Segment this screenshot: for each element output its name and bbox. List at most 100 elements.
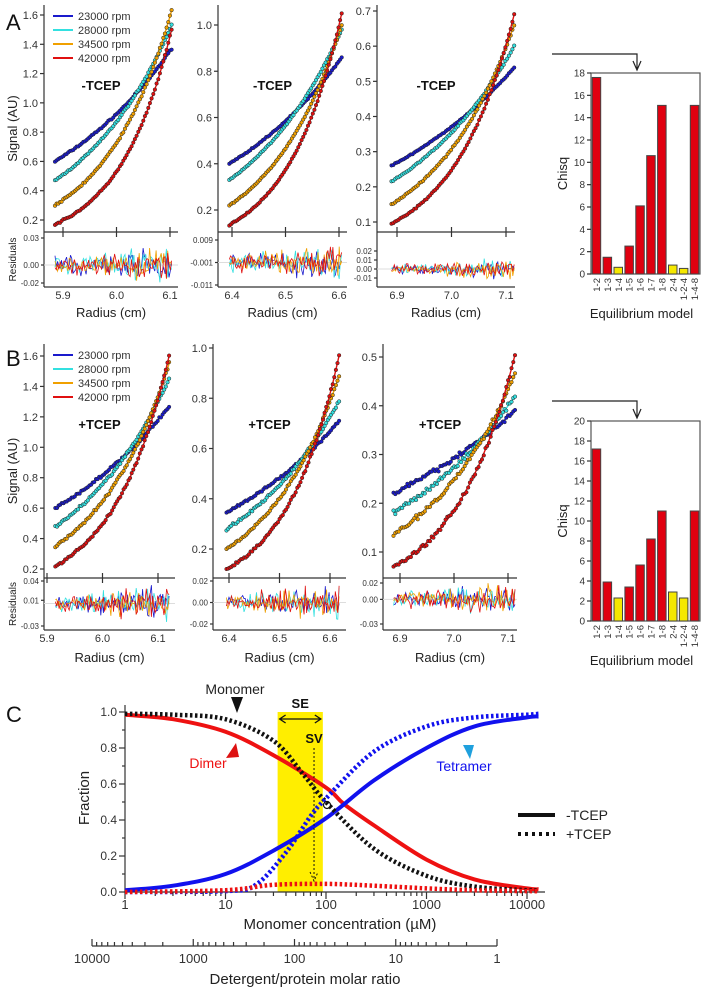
data-point <box>163 384 168 389</box>
category-label: 1-7 <box>646 625 657 639</box>
legend-label: 28000 rpm <box>78 25 131 37</box>
data-point <box>85 498 90 503</box>
y-tick-label: 0.8 <box>23 127 38 139</box>
se-range-arrow <box>278 714 323 724</box>
data-point <box>76 507 81 512</box>
data-point <box>164 34 169 40</box>
y-tick-label: 1.4 <box>23 381 38 393</box>
data-point <box>489 79 494 84</box>
data-point <box>338 18 343 23</box>
data-point <box>124 482 129 487</box>
data-point <box>497 409 502 414</box>
data-point <box>417 547 422 552</box>
x-axis-title: Equilibrium model <box>590 653 693 668</box>
y-tick-label: 0 <box>579 617 585 628</box>
legend-label: 23000 rpm <box>78 350 131 362</box>
data-point <box>131 467 136 472</box>
data-point <box>498 62 503 67</box>
x-tick-label: 6.6 <box>331 290 346 302</box>
data-point <box>111 174 116 179</box>
data-point <box>438 527 443 533</box>
data-point <box>422 509 427 514</box>
condition-label: -TCEP <box>82 78 121 93</box>
curve-dimer--tcep <box>124 712 539 892</box>
y-tick-label: 0.2 <box>356 182 371 194</box>
residual-tick-label: 0.01 <box>23 596 39 605</box>
data-point <box>499 413 504 419</box>
y-tick-label: 0.4 <box>197 159 212 171</box>
data-point <box>468 136 473 141</box>
data-point <box>167 13 172 18</box>
data-point <box>481 436 486 441</box>
y-tick-label: 0.6 <box>23 156 38 168</box>
y-tick-label: 2 <box>579 597 585 608</box>
data-point <box>162 31 167 36</box>
data-point <box>339 11 344 16</box>
data-point <box>117 136 123 141</box>
residual-trace <box>228 246 343 277</box>
bar-1-7 <box>646 538 656 622</box>
data-point <box>463 127 468 132</box>
data-point <box>312 107 317 112</box>
data-point <box>103 518 108 523</box>
data-point <box>508 26 513 31</box>
x-tick-label: 6.9 <box>389 290 404 302</box>
data-point <box>478 114 483 119</box>
curve-dimer-tcep <box>124 881 539 895</box>
y-tick-label: 1.2 <box>23 412 38 424</box>
data-point <box>137 451 142 456</box>
data-point <box>436 469 441 474</box>
y-tick-label: 0.2 <box>197 205 212 217</box>
dimer-pointer-icon <box>226 743 239 758</box>
data-point <box>90 511 95 516</box>
y-tick-label: 10 <box>574 517 586 528</box>
y-tick-label: 0.6 <box>192 444 207 456</box>
residual-tick-label: 0.02 <box>192 577 208 586</box>
data-point <box>312 94 317 99</box>
data-point <box>134 104 139 109</box>
data-point <box>155 398 160 403</box>
data-point <box>118 494 123 500</box>
data-point <box>147 415 152 420</box>
data-point <box>142 85 147 90</box>
data-point <box>454 160 459 166</box>
data-point <box>136 129 141 134</box>
series-42000-rpm <box>53 353 172 620</box>
category-label: 1-2-4 <box>679 278 690 300</box>
data-point <box>136 456 141 461</box>
data-point <box>162 52 167 58</box>
y-tick-label: 0.2 <box>362 498 377 510</box>
data-point <box>310 111 315 116</box>
y-axis-title: Chisq <box>555 157 570 190</box>
x-tick-label: 100 <box>315 897 337 912</box>
y-axis-title: Signal (AU) <box>5 95 20 161</box>
data-point <box>511 375 516 380</box>
bar-1-8 <box>657 510 667 622</box>
residual-trace <box>393 583 516 612</box>
x-tick-label: 7.0 <box>446 633 461 645</box>
data-point <box>422 491 427 496</box>
legend-label: +TCEP <box>566 826 612 842</box>
residual-tick-label: 0.00 <box>192 599 208 608</box>
data-point <box>136 100 141 105</box>
x-axis-title: Radius (cm) <box>244 650 314 665</box>
y-tick-label: 8 <box>579 180 585 191</box>
data-point <box>331 45 336 50</box>
residual-tick-label: 0.009 <box>193 236 214 245</box>
y-tick-label: 0.8 <box>23 473 38 485</box>
y-tick-label: 0.2 <box>23 564 38 576</box>
data-point <box>310 98 315 103</box>
data-point <box>154 81 159 86</box>
fit-line <box>226 375 340 550</box>
data-point <box>494 73 499 78</box>
data-point <box>453 476 459 481</box>
fit-line <box>228 29 343 181</box>
category-label: 1-2-4 <box>679 625 690 647</box>
y-tick-label: 1.6 <box>23 351 38 363</box>
y-axis-title: Fraction <box>76 771 93 825</box>
x-tick-label: 6.4 <box>221 633 236 645</box>
residual-trace <box>54 252 172 279</box>
data-point <box>327 394 332 399</box>
legend: 23000 rpm 28000 rpm 34500 rpm 42000 rpm <box>53 350 131 404</box>
data-point <box>149 96 154 101</box>
